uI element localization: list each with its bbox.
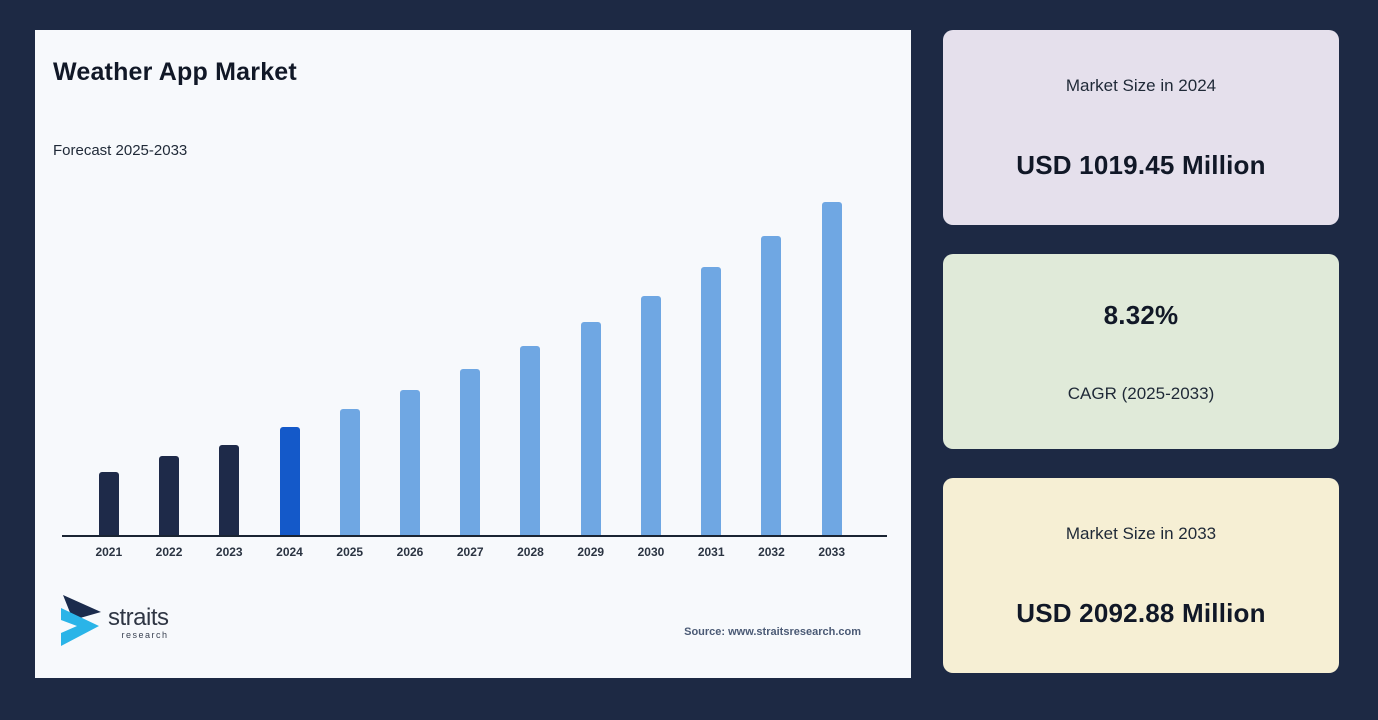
year-label-2021: 2021 <box>95 545 123 559</box>
bar-2027 <box>460 369 481 535</box>
bar-2026 <box>400 390 420 535</box>
cagr-card: 8.32% CAGR (2025-2033) <box>943 254 1339 449</box>
cagr-label: CAGR (2025-2033) <box>1067 383 1215 403</box>
bar-2031 <box>701 267 722 535</box>
year-label-2029: 2029 <box>577 545 605 559</box>
year-label-2030: 2030 <box>637 545 665 559</box>
chart-title: Weather App Market <box>53 58 297 86</box>
year-label-2023: 2023 <box>215 545 243 559</box>
bar-2023 <box>219 445 240 535</box>
bar-2025 <box>339 409 360 535</box>
straits-research-logo: straits research <box>59 593 169 652</box>
bar-2028 <box>520 346 541 535</box>
chart-subtitle: Forecast 2025-2033 <box>53 142 188 159</box>
market-size-2024-label: Market Size in 2024 <box>1065 75 1217 95</box>
bar-2021 <box>98 472 119 535</box>
market-size-2033-label: Market Size in 2033 <box>1065 523 1217 543</box>
year-label-2022: 2022 <box>155 545 183 559</box>
year-label-2031: 2031 <box>697 545 725 559</box>
logo-wordmark: straits <box>108 603 169 631</box>
year-label-2027: 2027 <box>456 545 484 559</box>
market-size-2033-value: USD 2092.88 Million <box>1016 597 1266 628</box>
bar-2022 <box>159 456 180 535</box>
year-label-2024: 2024 <box>276 545 303 559</box>
bar-2030 <box>640 296 661 535</box>
stat-cards-column: Market Size in 2024 USD 1019.45 Million … <box>943 30 1339 673</box>
market-size-2024-card: Market Size in 2024 USD 1019.45 Million <box>943 30 1339 225</box>
bar-2024 <box>279 427 300 535</box>
year-label-2026: 2026 <box>396 545 424 559</box>
source-attribution: Source: www.straitsresearch.com <box>684 626 861 638</box>
bar-2033 <box>821 202 842 535</box>
year-label-2028: 2028 <box>517 545 544 559</box>
market-size-2024-value: USD 1019.45 Million <box>1016 149 1266 180</box>
year-label-2032: 2032 <box>758 545 785 559</box>
bar-2032 <box>761 236 782 535</box>
chart-panel: Weather App Market Forecast 2025-2033 20… <box>35 30 911 678</box>
cagr-value: 8.32% <box>1103 299 1179 330</box>
straits-arrow-icon <box>59 593 103 652</box>
year-label-2033: 2033 <box>818 545 846 559</box>
plot-area: 2021 2022 2023 2024 2025 2026 2027 2028 2029 2030… <box>62 180 887 559</box>
logo-text-block: straits research <box>108 603 169 640</box>
market-size-2033-card: Market Size in 2033 USD 2092.88 Million <box>943 478 1339 673</box>
year-label-2025: 2025 <box>336 545 364 559</box>
x-axis-line <box>62 535 887 537</box>
bar-2029 <box>580 322 601 535</box>
logo-sub-wordmark: research <box>121 629 169 640</box>
